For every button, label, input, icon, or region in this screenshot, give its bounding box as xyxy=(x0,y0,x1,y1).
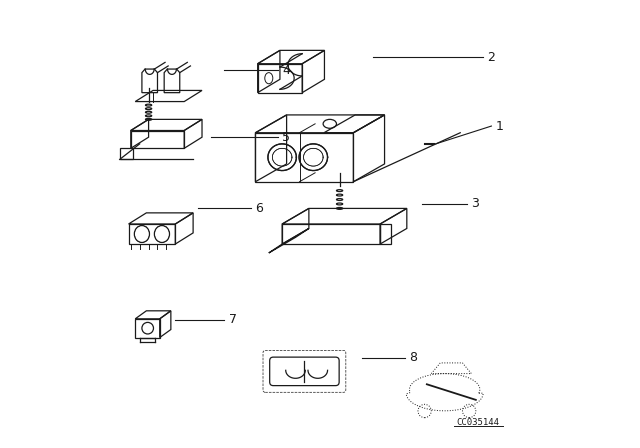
Text: 4: 4 xyxy=(282,64,290,77)
Text: 2: 2 xyxy=(487,51,495,64)
Text: 3: 3 xyxy=(472,198,479,211)
Text: 7: 7 xyxy=(228,313,237,326)
Text: 8: 8 xyxy=(409,351,417,364)
Text: 5: 5 xyxy=(282,131,290,144)
Text: CC035144: CC035144 xyxy=(456,418,500,426)
Text: 1: 1 xyxy=(496,120,504,133)
Text: 6: 6 xyxy=(255,202,263,215)
